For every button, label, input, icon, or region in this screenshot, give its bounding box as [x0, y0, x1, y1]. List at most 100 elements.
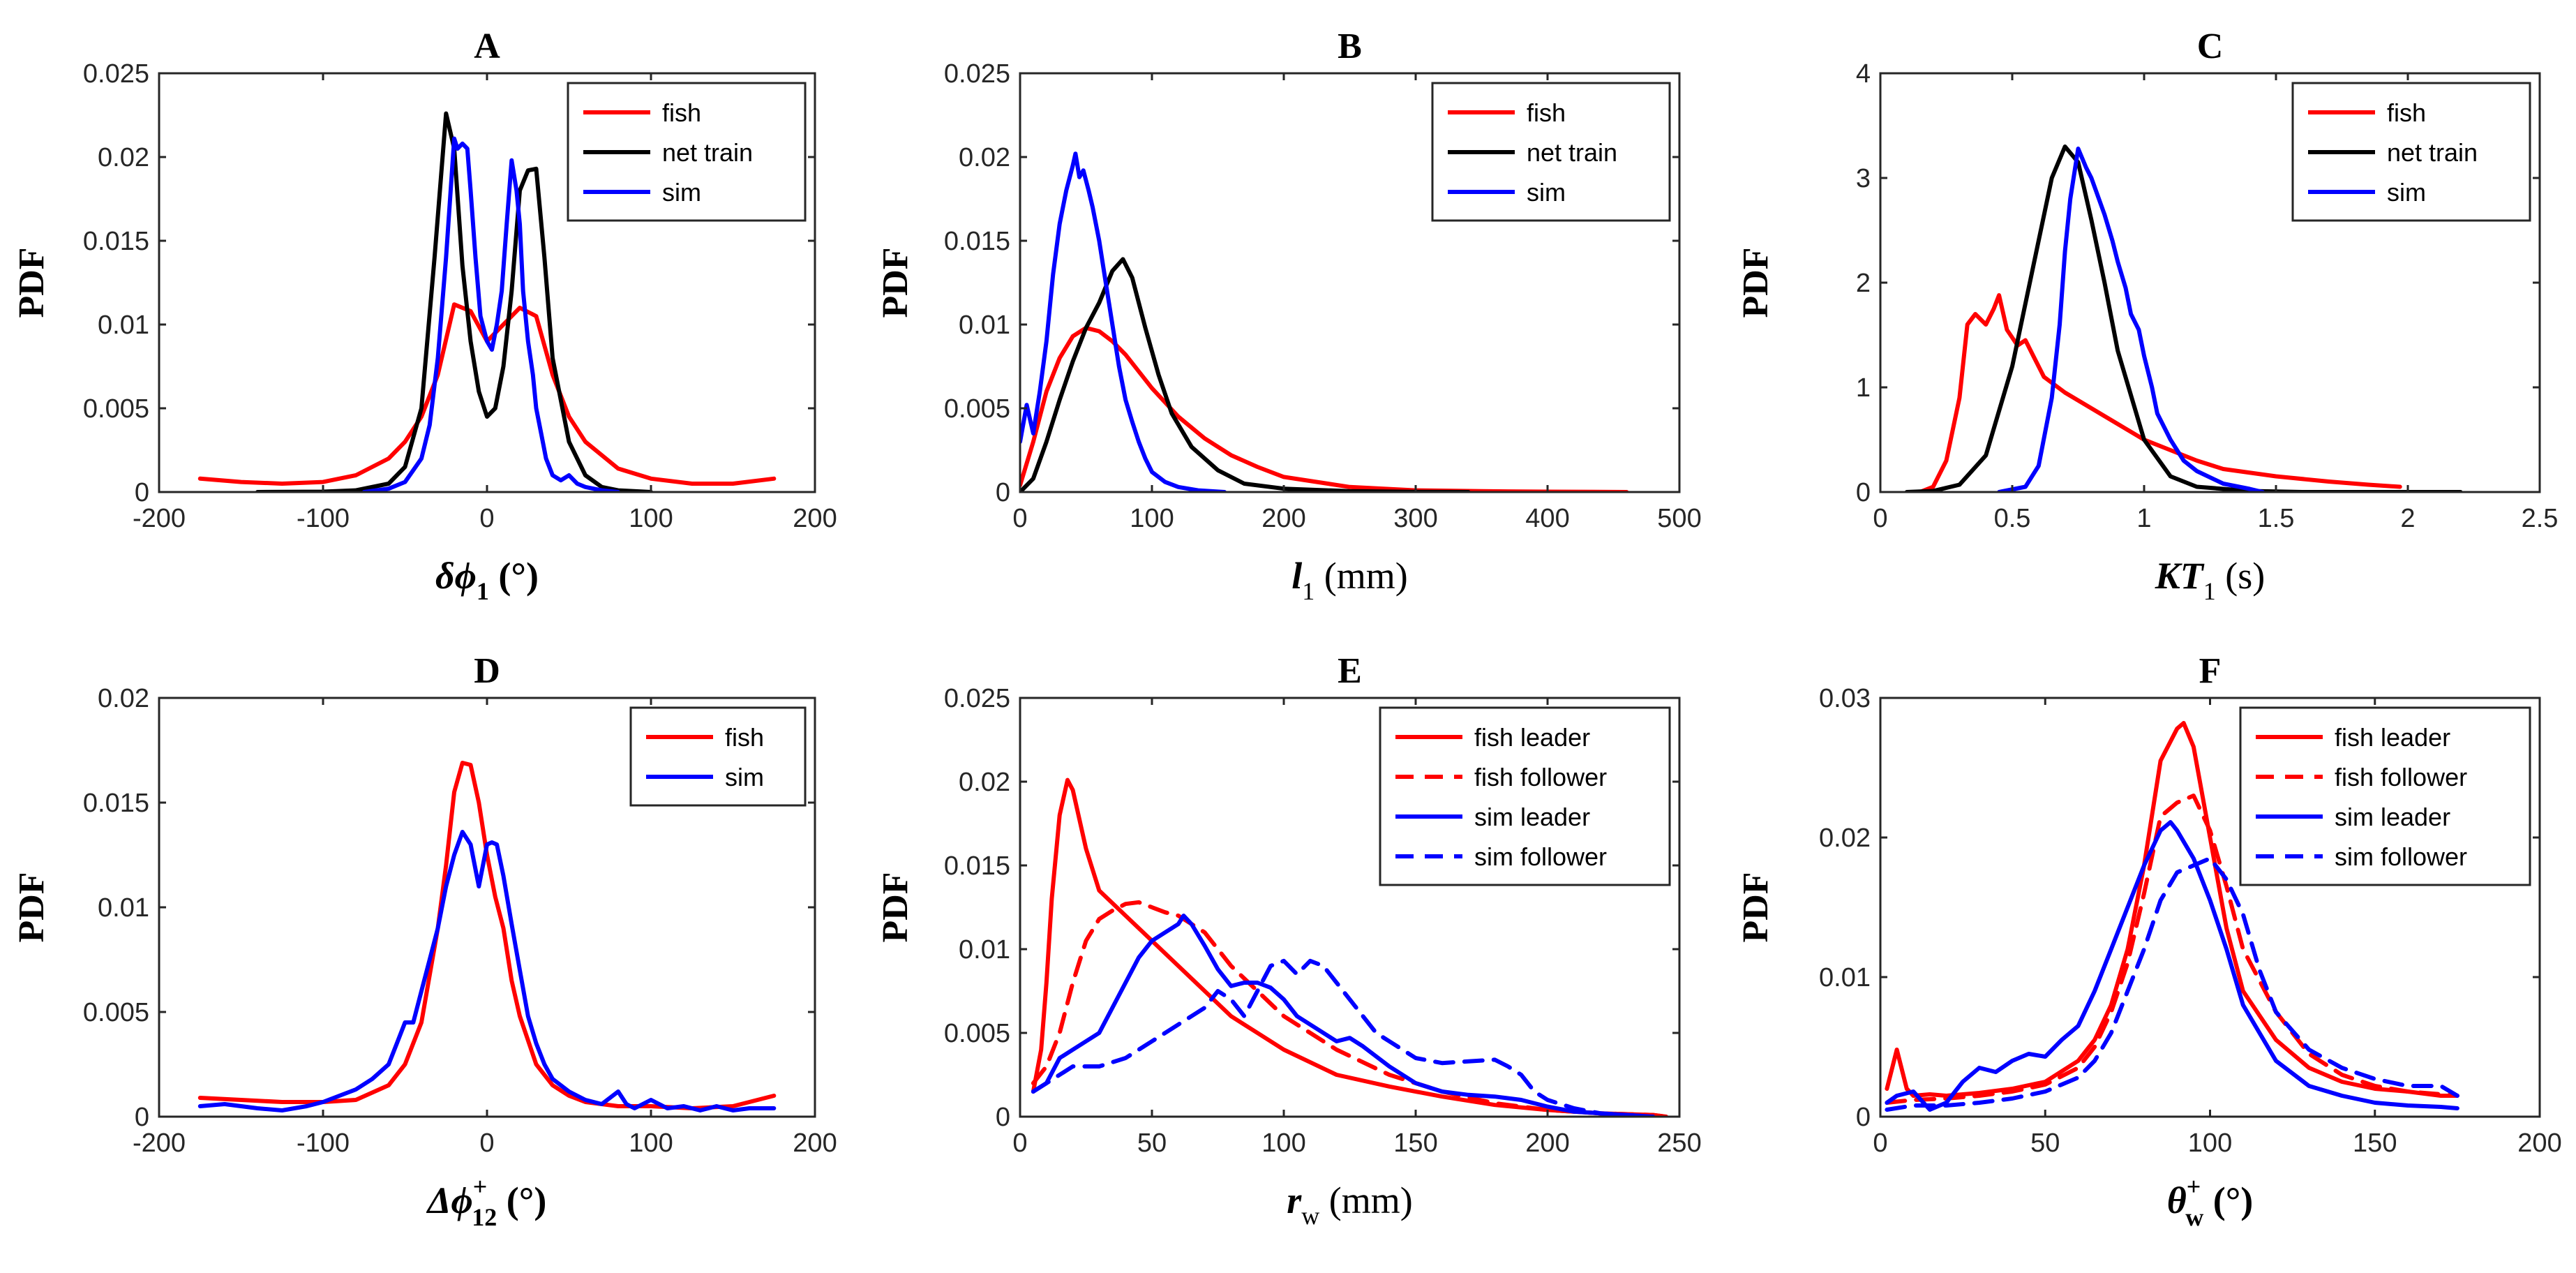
y-axis-label: PDF	[12, 247, 52, 318]
y-tick-label: 0	[135, 1103, 149, 1132]
legend-label: net train	[662, 138, 753, 167]
x-label-unit: (mm)	[1315, 555, 1407, 597]
legend-label: sim follower	[2335, 842, 2467, 871]
y-tick-label: 0.025	[944, 684, 1010, 713]
x-axis-label: l1 (mm)	[1291, 555, 1408, 605]
series-line-fish-follower	[1885, 794, 2459, 1105]
y-tick-label: 0.01	[98, 893, 149, 923]
x-tick-label: 0.5	[1994, 504, 2031, 533]
x-tick-label: 1.5	[2258, 504, 2295, 533]
panel-F: F 0 50 100 150 200 0 0.01 0.02 0.03 PDF θ+ w (°) fish…	[1736, 651, 2562, 1231]
legend: fish sim	[629, 706, 807, 807]
y-tick-label: 0.01	[959, 311, 1010, 340]
x-tick-label: 200	[793, 504, 837, 533]
x-label-unit: (°)	[489, 555, 539, 597]
x-tick-label: -200	[133, 504, 186, 533]
x-tick-label: 0	[1012, 504, 1027, 533]
series-line-sim	[1997, 147, 2266, 492]
series-line-fish	[197, 302, 777, 486]
series-line-net-train	[255, 111, 653, 492]
legend-label: net train	[1527, 138, 1617, 167]
panel-E: E 0 50 100 150 200 250 0 0.005 0.01 0.015 0.02 0.025…	[876, 651, 1702, 1230]
plot-area	[1020, 151, 1629, 492]
legend-label: sim leader	[2335, 803, 2450, 831]
x-tick-label: 150	[2353, 1129, 2397, 1158]
y-tick-label: 0.025	[944, 59, 1010, 89]
y-tick-label: 4	[1856, 59, 1871, 89]
legend-box	[629, 706, 807, 807]
x-tick-label: 50	[1137, 1129, 1167, 1158]
x-tick-label: 200	[1525, 1129, 1569, 1158]
legend-label: fish follower	[1474, 763, 1607, 791]
x-tick-label: 150	[1393, 1129, 1437, 1158]
x-tick-label: 100	[629, 1129, 673, 1158]
legend-label: net train	[2387, 138, 2478, 167]
x-tick-label: 300	[1393, 504, 1437, 533]
x-axis-label: θ+ w (°)	[2167, 1172, 2254, 1231]
series-line-sim	[1020, 151, 1227, 492]
x-label-sub: w	[2185, 1203, 2203, 1231]
y-tick-label: 0.02	[1819, 824, 1871, 853]
y-axis-label: PDF	[12, 872, 52, 942]
legend: fish net train sim	[2291, 82, 2531, 222]
x-tick-label: 200	[2517, 1129, 2561, 1158]
axes-frame	[1019, 697, 1681, 1118]
series-line-fish-follower	[1031, 900, 1669, 1117]
y-tick-label: 1	[1856, 373, 1871, 403]
x-tick-label: 200	[1261, 504, 1305, 533]
series-line-sim-follower	[1031, 958, 1656, 1117]
legend-label: sim	[2387, 178, 2426, 207]
legend-label: fish	[2387, 98, 2426, 127]
y-tick-label: 0.02	[98, 143, 149, 172]
series-line-fish	[1917, 293, 2402, 492]
y-axis-label: PDF	[876, 872, 915, 942]
y-tick-label: 0	[1856, 1103, 1871, 1132]
legend-label: sim	[662, 178, 701, 207]
legend: fish net train sim	[1431, 82, 1671, 222]
y-tick-label: 2	[1856, 269, 1871, 298]
x-tick-label: 0	[1012, 1129, 1027, 1158]
series-line-sim	[361, 136, 620, 492]
panel-title: F	[2199, 651, 2222, 691]
plot-area	[1885, 721, 2459, 1112]
legend-label: fish leader	[2335, 723, 2450, 752]
panel-title: D	[474, 651, 500, 691]
x-tick-label: 100	[1130, 504, 1174, 533]
x-label-symbol: Δϕ	[426, 1179, 473, 1221]
y-tick-label: 0.005	[944, 1019, 1010, 1048]
y-tick-label: 0.025	[83, 59, 149, 89]
y-tick-label: 0	[996, 478, 1010, 507]
panel-B: B 0 100 200 300 400 500 0 0.005 0.01 0.015 0.02 0.02…	[876, 27, 1702, 605]
x-tick-label: 500	[1657, 504, 1701, 533]
x-tick-label: 2.5	[2522, 504, 2559, 533]
x-tick-label: 200	[793, 1129, 837, 1158]
y-tick-label: 0	[135, 478, 149, 507]
x-label-sub: 1	[477, 577, 489, 605]
y-tick-label: 0.005	[83, 998, 149, 1027]
x-axis-label: δϕ1 (°)	[435, 555, 539, 605]
x-axis-label: KT1 (s)	[2155, 555, 2266, 605]
legend: fish leader fish follower sim leader sim fo…	[1379, 706, 1671, 886]
y-tick-label: 3	[1856, 164, 1871, 193]
y-tick-label: 0.02	[959, 143, 1010, 172]
x-label-unit: (mm)	[1319, 1179, 1412, 1221]
series-line-fish	[197, 761, 777, 1110]
series-line-sim-follower	[1885, 856, 2459, 1112]
y-axis-label: PDF	[1736, 247, 1776, 318]
x-tick-label: 0	[479, 504, 494, 533]
y-tick-label: 0.01	[1819, 963, 1871, 992]
x-label-symbol: δϕ	[435, 555, 477, 597]
panel-A: A -200 -100 0 100 200 0 0.005 0.01 0.015 0.02 0.025…	[12, 27, 837, 605]
x-tick-label: 0	[479, 1129, 494, 1158]
y-tick-label: 0.02	[959, 768, 1010, 797]
y-tick-label: 0.01	[959, 935, 1010, 965]
x-label-symbol: r	[1287, 1179, 1302, 1221]
x-tick-label: 2	[2400, 504, 2415, 533]
legend-label: fish follower	[2335, 763, 2467, 791]
y-tick-label: 0.015	[83, 789, 149, 818]
plot-area	[197, 111, 777, 492]
series-line-sim-leader	[1885, 820, 2459, 1112]
x-label-symbol: l	[1291, 555, 1302, 597]
